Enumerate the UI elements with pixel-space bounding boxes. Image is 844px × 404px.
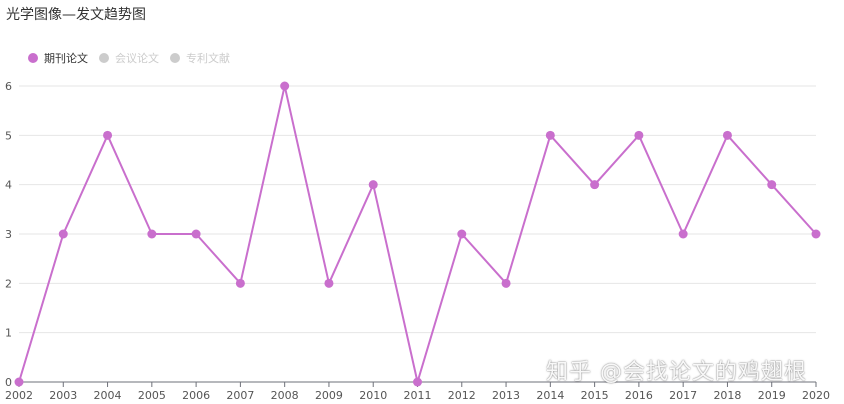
x-tick-label: 2002 [5,389,33,402]
y-tick-label: 3 [5,228,12,241]
data-point[interactable] [147,229,157,239]
legend-label-patent: 专利文献 [186,52,230,65]
x-tick-label: 2015 [581,389,609,402]
data-point[interactable] [767,180,777,190]
y-tick-label: 1 [5,327,12,340]
x-tick-label: 2016 [625,389,653,402]
data-point[interactable] [103,130,113,140]
chart-title: 光学图像—发文趋势图 [6,7,146,23]
legend-item-patent[interactable]: 专利文献 [170,50,230,66]
data-point[interactable] [58,229,68,239]
data-point[interactable] [678,229,688,239]
y-tick-label: 2 [5,277,12,290]
x-tick-label: 2010 [359,389,387,402]
data-point[interactable] [590,180,600,190]
legend-dot-patent [170,53,180,63]
x-tick-label: 2003 [49,389,77,402]
x-tick-label: 2005 [138,389,166,402]
x-tick-label: 2013 [492,389,520,402]
data-point[interactable] [368,180,378,190]
x-tick-label: 2009 [315,389,343,402]
data-point[interactable] [191,229,201,239]
y-tick-label: 4 [5,179,12,192]
legend-dot-conference [99,53,109,63]
legend-item-conference[interactable]: 会议论文 [99,50,159,66]
x-tick-label: 2008 [271,389,299,402]
data-point[interactable] [811,229,821,239]
x-tick-label: 2018 [713,389,741,402]
data-point[interactable] [14,377,24,387]
x-tick-label: 2006 [182,389,210,402]
data-point[interactable] [324,278,334,288]
x-tick-label: 2020 [802,389,830,402]
data-point[interactable] [413,377,422,387]
data-point[interactable] [545,130,555,140]
data-point[interactable] [634,130,644,140]
legend-item-journal[interactable]: 期刊论文 [28,50,88,66]
x-tick-label: 2019 [758,389,786,402]
x-tick-label: 2014 [536,389,564,402]
x-tick-label: 2007 [226,389,254,402]
legend-dot-journal [28,53,38,63]
x-tick-label: 2004 [94,389,122,402]
legend: 期刊论文 会议论文 专利文献 [28,50,241,66]
watermark: 知乎 @会找论文的鸡翅根 [546,360,807,385]
legend-label-journal: 期刊论文 [44,52,88,65]
x-tick-label: 2011 [404,389,432,402]
data-point[interactable] [457,229,467,239]
legend-label-conference: 会议论文 [115,52,159,65]
data-point[interactable] [235,278,245,288]
y-tick-label: 5 [5,129,12,142]
data-point[interactable] [501,278,511,288]
data-point[interactable] [280,81,290,91]
x-tick-label: 2017 [669,389,697,402]
data-point[interactable] [722,130,732,140]
y-tick-label: 6 [5,80,12,93]
y-tick-label: 0 [5,376,12,389]
x-tick-label: 2012 [448,389,476,402]
